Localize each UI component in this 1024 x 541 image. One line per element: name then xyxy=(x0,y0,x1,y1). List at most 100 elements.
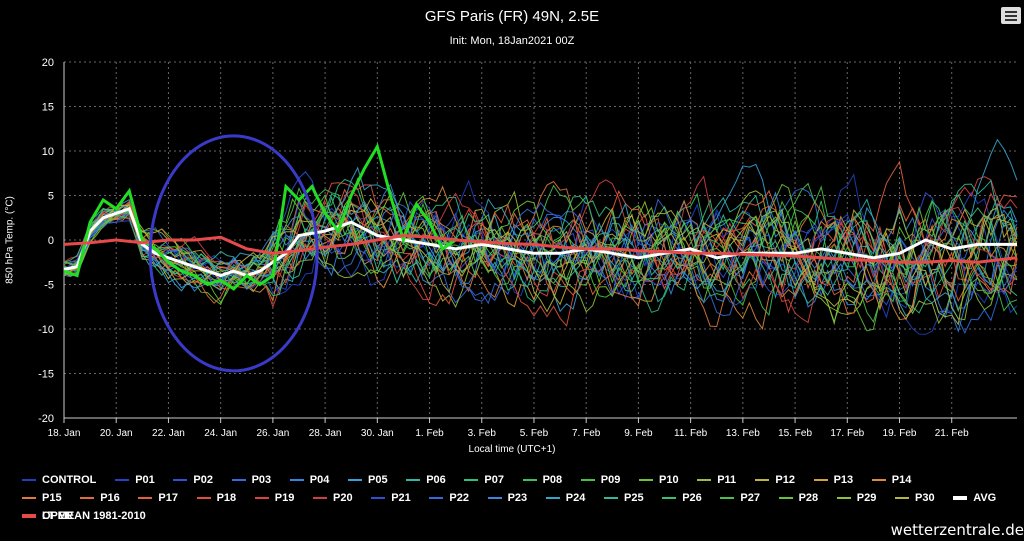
legend-swatch xyxy=(487,497,502,499)
legend-label: P26 xyxy=(682,492,702,504)
legend-label: P04 xyxy=(309,474,330,486)
legend-label: P10 xyxy=(659,474,679,486)
legend-label: P05 xyxy=(368,474,388,486)
legend-item-p25[interactable]: P25 xyxy=(604,491,644,505)
legend-item-control[interactable]: CONTROL xyxy=(22,473,96,487)
legend-item-p13[interactable]: P13 xyxy=(813,473,853,487)
legend-label: P29 xyxy=(856,492,877,504)
x-tick-label: 9. Feb xyxy=(624,428,653,439)
legend-item-p05[interactable]: P05 xyxy=(348,473,388,487)
series-line-p28 xyxy=(63,191,1018,332)
legend-label: P20 xyxy=(333,492,353,504)
x-tick-label: 5. Feb xyxy=(520,428,549,439)
legend-item-p27[interactable]: P27 xyxy=(720,491,760,505)
x-axis-label: Local time (UTC+1) xyxy=(468,444,556,455)
legend-swatch xyxy=(429,497,444,499)
hamburger-menu-icon[interactable] xyxy=(1001,7,1021,24)
series-line-p23 xyxy=(63,183,1018,320)
legend-item-p09[interactable]: P09 xyxy=(580,473,620,487)
legend-item-p06[interactable]: P06 xyxy=(406,473,446,487)
legend-item-p03[interactable]: P03 xyxy=(231,473,272,487)
legend-item-p26[interactable]: P26 xyxy=(662,491,702,505)
x-tick-label: 19. Feb xyxy=(883,428,917,439)
y-tick-label: -5 xyxy=(44,280,54,292)
legend-label: CONTROL xyxy=(42,474,97,486)
x-tick-label: 11. Feb xyxy=(674,428,708,439)
legend-label: P28 xyxy=(798,492,819,504)
legend-item-lt-mean-1981-2010[interactable]: LT MEAN 1981-2010 xyxy=(22,509,146,523)
x-tick-label: 20. Jan xyxy=(100,428,133,439)
legend-label: P12 xyxy=(775,474,795,486)
legend-label: P08 xyxy=(542,474,563,486)
legend-label: P22 xyxy=(449,492,469,504)
x-tick-label: 30. Jan xyxy=(361,428,394,439)
legend-label: P03 xyxy=(251,474,272,486)
legend-swatch xyxy=(697,479,712,481)
legend-item-p23[interactable]: P23 xyxy=(487,491,527,505)
legend-swatch xyxy=(22,514,36,518)
legend-item-p08[interactable]: P08 xyxy=(522,473,563,487)
legend-item-p01[interactable]: P01 xyxy=(115,473,155,487)
y-axis-label: 850 hPa Temp. (°C) xyxy=(4,196,16,284)
legend-swatch xyxy=(895,497,909,499)
legend-item-p04[interactable]: P04 xyxy=(289,473,330,487)
legend-swatch xyxy=(138,497,153,499)
chart-title: GFS Paris (FR) 49N, 2.5E xyxy=(424,8,600,25)
legend-label: P07 xyxy=(484,474,504,486)
legend-label: P25 xyxy=(624,492,644,504)
x-tick-label: 26. Jan xyxy=(256,428,289,439)
legend-swatch xyxy=(348,479,362,481)
legend-item-p11[interactable]: P11 xyxy=(697,473,736,487)
x-tick-label: 17. Feb xyxy=(830,428,864,439)
series-line-lt-mean-1981-2010 xyxy=(63,233,1018,264)
series-line-oper xyxy=(63,142,457,291)
legend-label: AVG xyxy=(973,492,997,504)
legend-label: P16 xyxy=(100,492,120,504)
legend-item-p14[interactable]: P14 xyxy=(871,473,911,487)
legend-item-p28[interactable]: P28 xyxy=(778,491,819,505)
legend-item-p30[interactable]: P30 xyxy=(895,491,935,505)
legend-swatch xyxy=(231,479,246,481)
legend-label: P27 xyxy=(740,492,760,504)
y-tick-label: 0 xyxy=(48,235,54,247)
y-tick-label: -15 xyxy=(38,369,54,381)
legend-item-p16[interactable]: P16 xyxy=(80,491,120,505)
y-tick-label: 20 xyxy=(42,57,54,69)
legend-item-p22[interactable]: P22 xyxy=(429,491,469,505)
legend-swatch xyxy=(604,497,618,499)
legend-item-p20[interactable]: P20 xyxy=(313,491,353,505)
y-tick-label: 10 xyxy=(42,146,54,158)
legend-label: P19 xyxy=(274,492,295,504)
legend-item-p15[interactable]: P15 xyxy=(22,491,62,505)
legend-swatch xyxy=(871,479,886,481)
legend-label: P24 xyxy=(565,492,586,504)
series-line-p22 xyxy=(63,198,1018,317)
legend-label: OPER xyxy=(42,510,74,522)
x-tick-label: 24. Jan xyxy=(204,428,237,439)
legend-swatch xyxy=(813,479,828,481)
legend-item-p17[interactable]: P17 xyxy=(138,491,178,505)
y-tick-label: 15 xyxy=(42,102,54,114)
legend-item-p02[interactable]: P02 xyxy=(173,473,213,487)
legend-item-p24[interactable]: P24 xyxy=(545,491,586,505)
legend-swatch xyxy=(639,479,653,481)
legend-swatch xyxy=(313,497,327,499)
legend-swatch xyxy=(254,497,269,499)
legend-swatch xyxy=(173,479,188,481)
legend-swatch xyxy=(22,479,36,481)
annotation-ellipse xyxy=(148,134,319,373)
legend-item-p21[interactable]: P21 xyxy=(371,491,411,505)
series-line-p26 xyxy=(63,194,1018,297)
x-tick-label: 1. Feb xyxy=(415,428,444,439)
legend-item-avg[interactable]: AVG xyxy=(953,491,996,505)
x-tick-label: 22. Jan xyxy=(152,428,185,439)
legend-item-p29[interactable]: P29 xyxy=(836,491,877,505)
legend-item-p10[interactable]: P10 xyxy=(639,473,679,487)
legend-item-p19[interactable]: P19 xyxy=(254,491,295,505)
legend-item-p18[interactable]: P18 xyxy=(196,491,236,505)
legend-item-p07[interactable]: P07 xyxy=(464,473,504,487)
legend-label: P01 xyxy=(135,474,155,486)
legend-item-p12[interactable]: P12 xyxy=(755,473,795,487)
legend-swatch xyxy=(406,479,421,481)
